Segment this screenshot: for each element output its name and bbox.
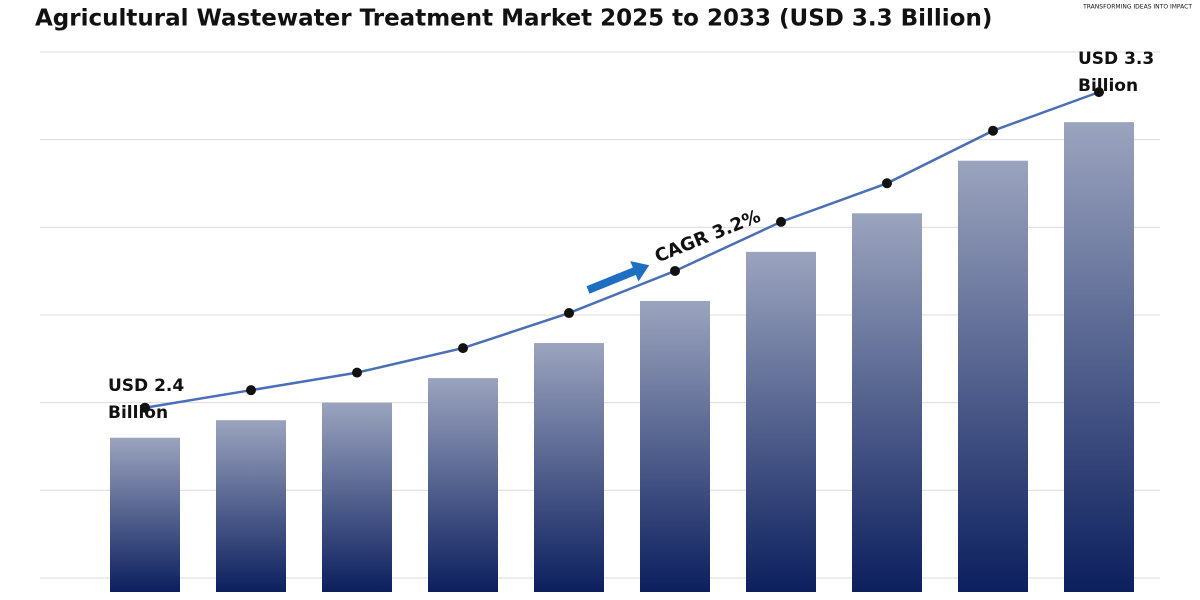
trend-point bbox=[1094, 87, 1104, 98]
arrow-shaft bbox=[586, 266, 638, 294]
trend-point bbox=[882, 178, 892, 189]
bar bbox=[746, 251, 816, 593]
trend-point bbox=[140, 402, 150, 413]
bar bbox=[852, 213, 922, 592]
end-label: Billion bbox=[1078, 76, 1138, 96]
trend-point bbox=[564, 308, 574, 319]
start-label: Billion bbox=[108, 403, 168, 423]
bar bbox=[110, 437, 180, 592]
bar bbox=[640, 300, 710, 592]
chart-title: Agricultural Wastewater Treatment Market… bbox=[35, 6, 992, 32]
trend-point bbox=[776, 216, 786, 227]
trend-point bbox=[352, 367, 362, 378]
bar bbox=[1064, 122, 1134, 592]
bar bbox=[958, 160, 1028, 592]
end-label: USD 3.3 bbox=[1078, 49, 1154, 69]
start-label: USD 2.4 bbox=[108, 376, 184, 396]
bars bbox=[110, 122, 1134, 593]
bar bbox=[216, 420, 286, 592]
trend-line bbox=[144, 90, 1100, 409]
logo-tagline: TRANSFORMING IDEAS INTO IMPACT bbox=[1082, 4, 1192, 11]
trend bbox=[140, 87, 1104, 413]
bar bbox=[534, 343, 604, 592]
arrow-head bbox=[630, 261, 650, 282]
trend-point bbox=[458, 343, 468, 354]
trend-point bbox=[988, 125, 998, 136]
trend-point bbox=[246, 385, 256, 396]
bar bbox=[428, 378, 498, 592]
bar bbox=[322, 402, 392, 592]
cagr-arrow bbox=[586, 261, 650, 294]
trend-point bbox=[670, 265, 680, 276]
